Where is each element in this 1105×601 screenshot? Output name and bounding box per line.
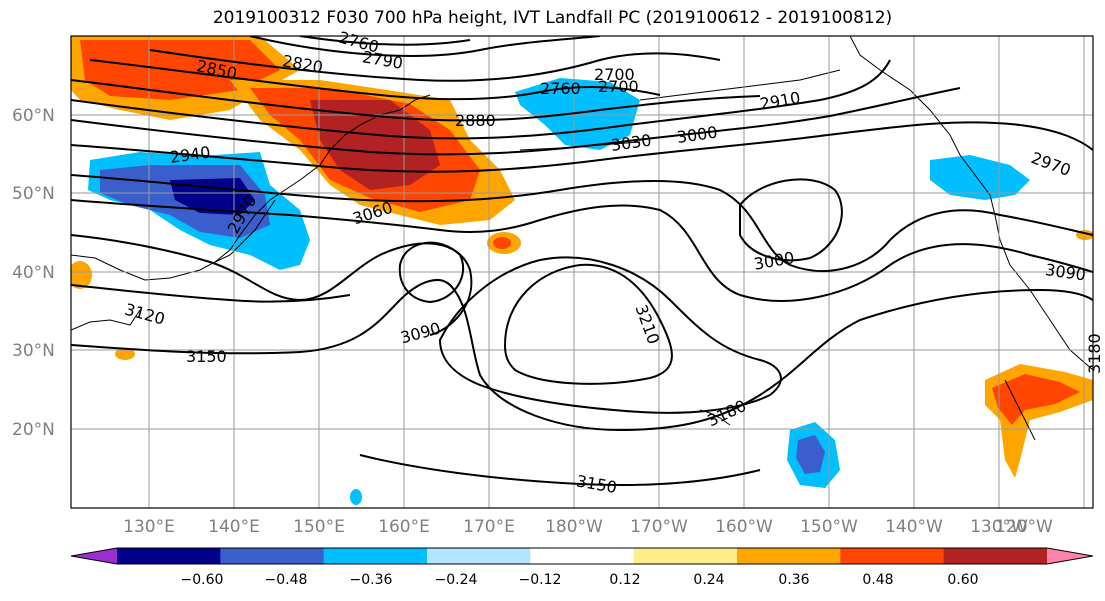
- coast-north-america: [849, 36, 1093, 371]
- lon-label: 120°W: [995, 517, 1053, 537]
- colorbar-tick-label: −0.36: [350, 572, 393, 588]
- lon-label: 130°W: [970, 517, 1028, 537]
- longitude-labels: 130°E 140°E 150°E 160°E 170°E 180°W 170°…: [123, 517, 1053, 537]
- colorbar-segments: [71, 548, 1093, 564]
- colorbar-tick-label: −0.48: [265, 572, 308, 588]
- colorbar-segment: [220, 548, 325, 564]
- lat-label: 50°N: [12, 184, 55, 204]
- colorbar-tick-label: 0.48: [862, 572, 893, 588]
- contour-2880: [71, 79, 761, 122]
- lat-label: 40°N: [12, 263, 55, 283]
- colorbar-tick-label: 0.24: [693, 572, 724, 588]
- colorbar-segment: [1047, 548, 1093, 564]
- graticule: [71, 36, 1093, 508]
- colorbar-segment: [530, 548, 635, 564]
- lon-label: 170°W: [630, 517, 688, 537]
- contour-label: 2700: [594, 65, 635, 84]
- colorbar-tick-label: 0.60: [947, 572, 978, 588]
- contour-3060: [71, 199, 1093, 302]
- positive-anomaly-baja-core: [992, 374, 1080, 425]
- colorbar-segment: [737, 548, 841, 564]
- contour-2790: [249, 36, 601, 57]
- negative-anomaly-hawaii-core: [796, 435, 825, 474]
- colorbar-segment: [117, 548, 221, 564]
- positive-anomaly-west-small: [115, 348, 135, 360]
- colorbar-segment: [427, 548, 531, 564]
- contour-3090: [71, 234, 473, 336]
- positive-anomaly-small-core: [493, 237, 511, 249]
- lon-label: 140°W: [885, 517, 943, 537]
- colorbar-segment: [633, 548, 738, 564]
- height-contours: [71, 36, 1093, 487]
- contour-3000-ring: [739, 178, 843, 262]
- negative-anomaly-small: [350, 489, 362, 505]
- contour-2910: [71, 59, 891, 140]
- contour-2940: [71, 87, 961, 156]
- colorbar-tick-label: 0.36: [778, 572, 809, 588]
- coast-taiwan-china: [71, 309, 141, 331]
- negative-anomaly-pnw: [930, 155, 1030, 200]
- colorbar-outline: [70, 547, 1094, 565]
- colorbar-tick-label: −0.12: [519, 572, 562, 588]
- contour-label: 3180: [1085, 333, 1104, 374]
- negative-anomaly-bering: [515, 78, 640, 150]
- contour-3150: [71, 279, 1093, 432]
- colorbar-segment: [323, 548, 428, 564]
- contour-2820: [149, 49, 721, 82]
- coast-baja: [1004, 379, 1036, 441]
- contour-label: 2760: [540, 79, 581, 98]
- contour-3210: [503, 263, 673, 385]
- lon-label: 180°W: [545, 517, 603, 537]
- colorbar-tick-labels: −0.60 −0.48 −0.36 −0.24 −0.12 0.12 0.24 …: [181, 572, 979, 588]
- lon-label: 160°E: [378, 517, 430, 537]
- colorbar-tick-label: 0.12: [609, 572, 640, 588]
- colorbar: −0.60 −0.48 −0.36 −0.24 −0.12 0.12 0.24 …: [70, 547, 1094, 588]
- colorbar-tick-label: −0.24: [435, 572, 478, 588]
- contour-3120: [71, 284, 351, 303]
- contour-2850: [89, 59, 661, 101]
- contour-3180: [438, 256, 782, 414]
- contour-3030: [71, 174, 1093, 272]
- contour-label: 2880: [455, 111, 496, 130]
- colorbar-segment: [71, 548, 117, 564]
- colorbar-tick-label: −0.60: [181, 572, 224, 588]
- lat-label: 30°N: [12, 341, 55, 361]
- contour-2970: [71, 121, 1093, 173]
- lon-label: 150°W: [800, 517, 858, 537]
- latitude-labels: 60°N 50°N 40°N 30°N 20°N: [12, 106, 55, 440]
- lon-label: 130°E: [123, 517, 175, 537]
- lat-label: 20°N: [12, 420, 55, 440]
- coast-japan: [214, 199, 276, 263]
- coast-alaska-peninsula: [639, 69, 841, 101]
- contour-3150-south: [359, 454, 761, 487]
- positive-anomaly-west-edge: [71, 261, 92, 289]
- contour-label: 2700: [598, 77, 639, 96]
- contour-label: 3150: [186, 347, 227, 366]
- contour-2760-north: [299, 36, 471, 46]
- map-title: 2019100312 F030 700 hPa height, IVT Land…: [212, 8, 893, 28]
- lon-label: 140°E: [208, 517, 260, 537]
- map-frame: [70, 35, 1094, 509]
- lon-label: 150°E: [293, 517, 345, 537]
- lat-label: 60°N: [12, 106, 55, 126]
- lon-label: 170°E: [463, 517, 515, 537]
- lon-label: 160°W: [715, 517, 773, 537]
- colorbar-segment: [840, 548, 945, 564]
- colorbar-segment: [943, 548, 1048, 564]
